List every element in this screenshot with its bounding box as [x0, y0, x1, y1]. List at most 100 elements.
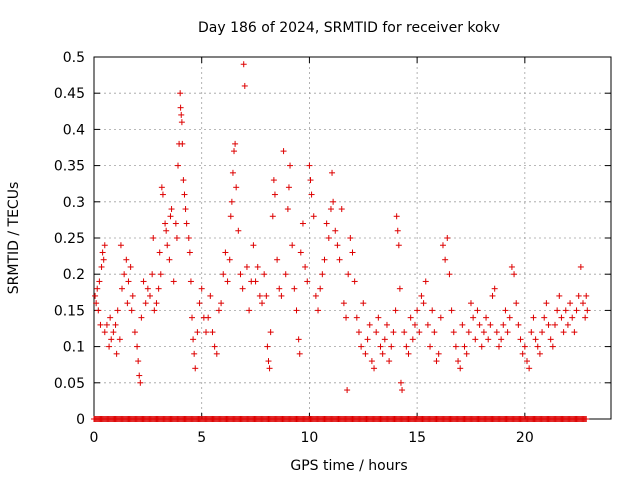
data-point: [185, 235, 192, 241]
data-point: [517, 336, 524, 343]
data-point: [116, 336, 123, 343]
data-point: [487, 321, 494, 328]
data-point: [99, 249, 106, 256]
x-axis-label: GPS time / hours: [290, 458, 407, 474]
data-point: [327, 206, 334, 213]
zero-band: [91, 416, 590, 422]
data-point: [360, 300, 367, 307]
data-point: [304, 278, 311, 285]
data-point: [362, 350, 369, 357]
data-point: [418, 292, 425, 299]
data-point: [584, 307, 591, 314]
data-point: [353, 314, 360, 321]
data-point: [439, 242, 446, 249]
chart-title: Day 186 of 2024, SRMTID for receiver kok…: [198, 20, 500, 36]
data-point: [147, 292, 154, 299]
data-point: [227, 213, 234, 220]
y-tick-label: 0.2: [63, 267, 85, 283]
data-point: [364, 336, 371, 343]
data-point: [172, 220, 179, 227]
data-point: [547, 336, 554, 343]
data-point: [93, 300, 100, 307]
data-point: [409, 336, 416, 343]
data-point: [192, 365, 199, 372]
data-point: [448, 307, 455, 314]
data-point: [237, 271, 244, 278]
data-point: [226, 256, 233, 263]
data-point: [545, 321, 552, 328]
data-point: [179, 140, 186, 147]
data-point: [156, 249, 163, 256]
data-point: [159, 191, 166, 198]
data-point: [263, 292, 270, 299]
data-point: [137, 379, 144, 386]
data-point: [521, 343, 528, 350]
data-point: [407, 314, 414, 321]
data-point: [351, 278, 358, 285]
data-point: [399, 387, 406, 394]
data-point: [252, 278, 259, 285]
data-point: [349, 249, 356, 256]
data-point: [554, 307, 561, 314]
data-point: [198, 285, 205, 292]
data-point: [461, 343, 468, 350]
y-tick-label: 0.3: [63, 195, 85, 211]
data-point: [175, 162, 182, 169]
x-tick-label: 0: [90, 430, 99, 446]
data-point: [345, 271, 352, 278]
data-point: [480, 329, 487, 336]
data-point: [393, 213, 400, 220]
data-point: [575, 292, 582, 299]
data-point: [297, 249, 304, 256]
data-point: [381, 336, 388, 343]
data-point: [307, 177, 314, 184]
data-point: [317, 285, 324, 292]
data-point: [401, 329, 408, 336]
data-point: [95, 307, 102, 314]
data-point: [329, 169, 336, 176]
data-point: [164, 242, 171, 249]
data-point: [416, 329, 423, 336]
data-point: [569, 314, 576, 321]
data-point: [140, 278, 147, 285]
data-point: [515, 321, 522, 328]
data-point: [92, 292, 99, 299]
data-point: [207, 292, 214, 299]
data-point: [577, 263, 584, 270]
data-point: [296, 350, 303, 357]
data-point: [340, 300, 347, 307]
data-point: [162, 220, 169, 227]
data-point: [183, 220, 190, 227]
data-point: [429, 307, 436, 314]
data-point: [224, 278, 231, 285]
data-point: [459, 321, 466, 328]
data-point: [209, 329, 216, 336]
data-point: [395, 242, 402, 249]
data-point: [127, 263, 134, 270]
data-point: [478, 343, 485, 350]
data-point: [233, 184, 240, 191]
x-tick-label: 10: [301, 430, 319, 446]
data-point: [541, 314, 548, 321]
data-point: [186, 249, 193, 256]
y-tick-label: 0: [76, 412, 85, 428]
y-tick-label: 0.35: [54, 159, 85, 175]
data-point: [181, 191, 188, 198]
data-series: [92, 61, 591, 394]
data-point: [368, 358, 375, 365]
data-point: [366, 321, 373, 328]
data-point: [500, 321, 507, 328]
data-point: [383, 321, 390, 328]
data-point: [470, 314, 477, 321]
data-point: [336, 256, 343, 263]
data-point: [235, 227, 242, 234]
y-axis-label: SRMTID / TECUs: [6, 182, 22, 295]
data-point: [203, 329, 210, 336]
data-point: [269, 213, 276, 220]
data-point: [528, 329, 535, 336]
y-tick-label: 0.05: [54, 376, 85, 392]
data-point: [295, 336, 302, 343]
data-point: [144, 285, 151, 292]
data-point: [125, 278, 132, 285]
data-point: [315, 307, 322, 314]
